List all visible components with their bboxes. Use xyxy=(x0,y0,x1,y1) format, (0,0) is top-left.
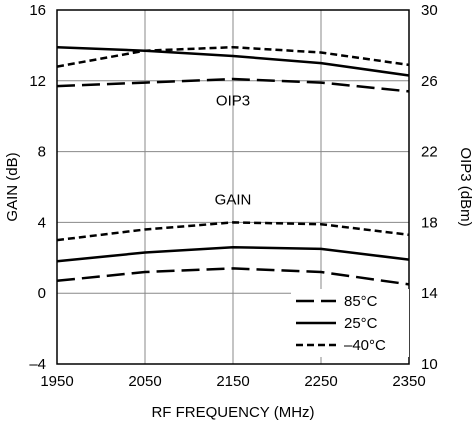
series-gain-solid xyxy=(56,245,410,263)
y-left-tick-label: 12 xyxy=(29,73,46,90)
y-left-tick-label: 16 xyxy=(29,2,46,19)
series-oip3-long-dash xyxy=(56,77,410,93)
y-right-tick-label: 14 xyxy=(421,285,438,302)
series-gain-short-dash xyxy=(56,221,410,242)
y-left-tick-label: 8 xyxy=(38,144,46,161)
tick-labels: 1950 2050 2150 2250 2350 –4 0 4 8 12 16 10 14 18 22 26 3… xyxy=(29,2,437,390)
annotations: OIP3 GAIN xyxy=(215,93,252,209)
plot-frame xyxy=(56,9,410,365)
x-tick-label: 2150 xyxy=(216,373,249,390)
series-oip3-solid xyxy=(56,45,410,77)
x-tick-label: 2050 xyxy=(128,373,161,390)
legend-label: 85°C xyxy=(344,293,378,310)
legend-label: –40°C xyxy=(344,337,386,354)
legend-label: 25°C xyxy=(344,315,378,332)
annotation-oip3: OIP3 xyxy=(216,93,250,110)
y-right-tick-label: 30 xyxy=(421,2,438,19)
y-axis-right-title: OIP3 (dBm) xyxy=(457,147,474,226)
x-tick-label: 2250 xyxy=(304,373,337,390)
series-oip3-short-dash xyxy=(56,45,410,68)
y-right-tick-label: 18 xyxy=(421,214,438,231)
y-left-tick-label: 0 xyxy=(38,285,46,302)
y-right-tick-label: 22 xyxy=(421,144,438,161)
annotation-gain: GAIN xyxy=(215,192,252,209)
x-axis-title: RF FREQUENCY (MHz) xyxy=(151,404,314,421)
y-axis-left-title: GAIN (dB) xyxy=(4,152,21,221)
y-right-tick-label: 10 xyxy=(421,356,438,373)
x-tick-label: 1950 xyxy=(40,373,73,390)
legend: 85°C 25°C –40°C xyxy=(291,289,409,357)
x-tick-label: 2350 xyxy=(392,373,425,390)
series-gain-long-dash xyxy=(56,267,410,286)
y-left-tick-label: 4 xyxy=(38,214,46,231)
y-left-tick-label: –4 xyxy=(29,356,46,373)
y-right-tick-label: 26 xyxy=(421,73,438,90)
series-lines xyxy=(56,45,410,286)
